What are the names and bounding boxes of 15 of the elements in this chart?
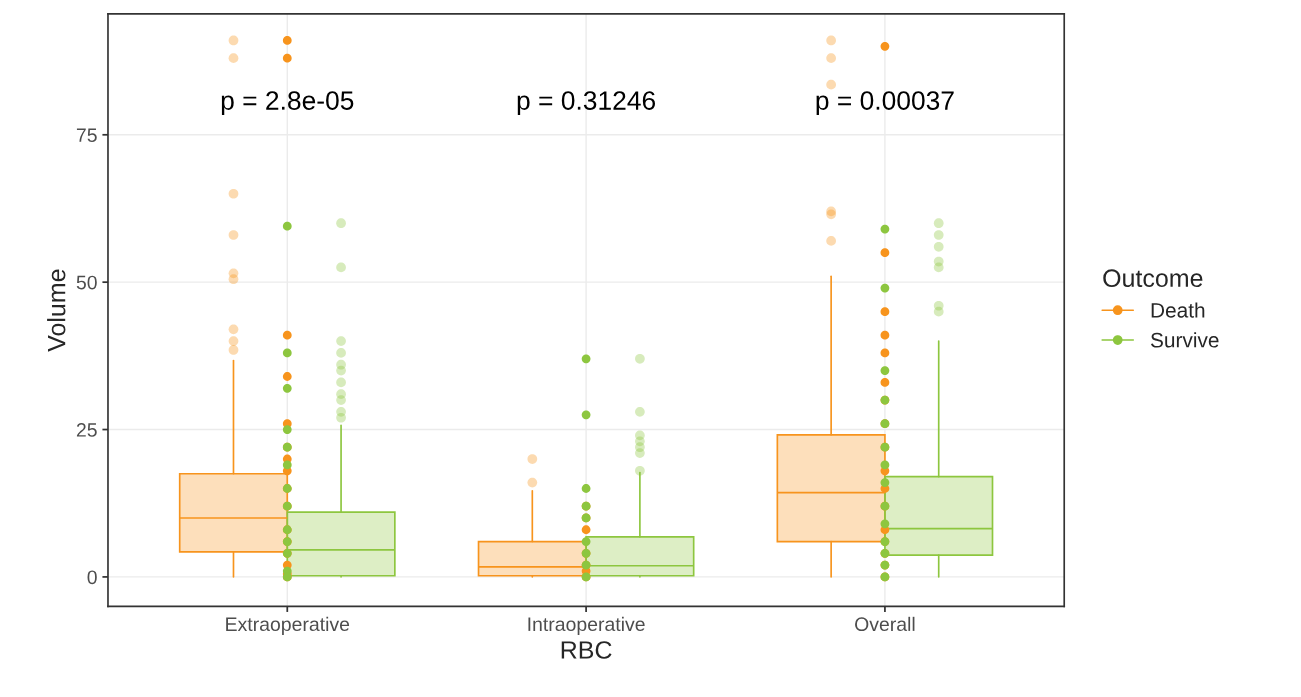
y-tick-label: 75	[76, 128, 97, 143]
annotation: p = 0.31246	[517, 91, 656, 116]
y-tick-label: 0	[87, 570, 97, 585]
y-tick-label: 50	[76, 275, 97, 290]
x-axis-title: RBC	[561, 641, 612, 659]
x-tick-label: Overall	[855, 616, 915, 632]
y-axis-title: Volume	[47, 269, 66, 352]
legend-label: Death	[1151, 302, 1205, 318]
x-tick-label: Extraoperative	[226, 616, 350, 635]
x-tick-label: Intraoperative	[528, 616, 645, 635]
annotation: p = 2.8e-05	[221, 91, 354, 116]
legend-title: Outcome	[1103, 269, 1203, 288]
legend-label: Survive	[1150, 332, 1219, 348]
annotation: p = 0.00037	[816, 91, 954, 116]
y-tick-label: 25	[76, 423, 97, 437]
